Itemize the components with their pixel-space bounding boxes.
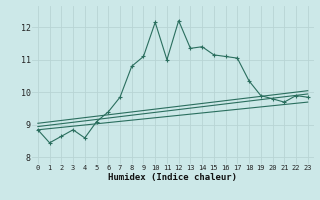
- X-axis label: Humidex (Indice chaleur): Humidex (Indice chaleur): [108, 173, 237, 182]
